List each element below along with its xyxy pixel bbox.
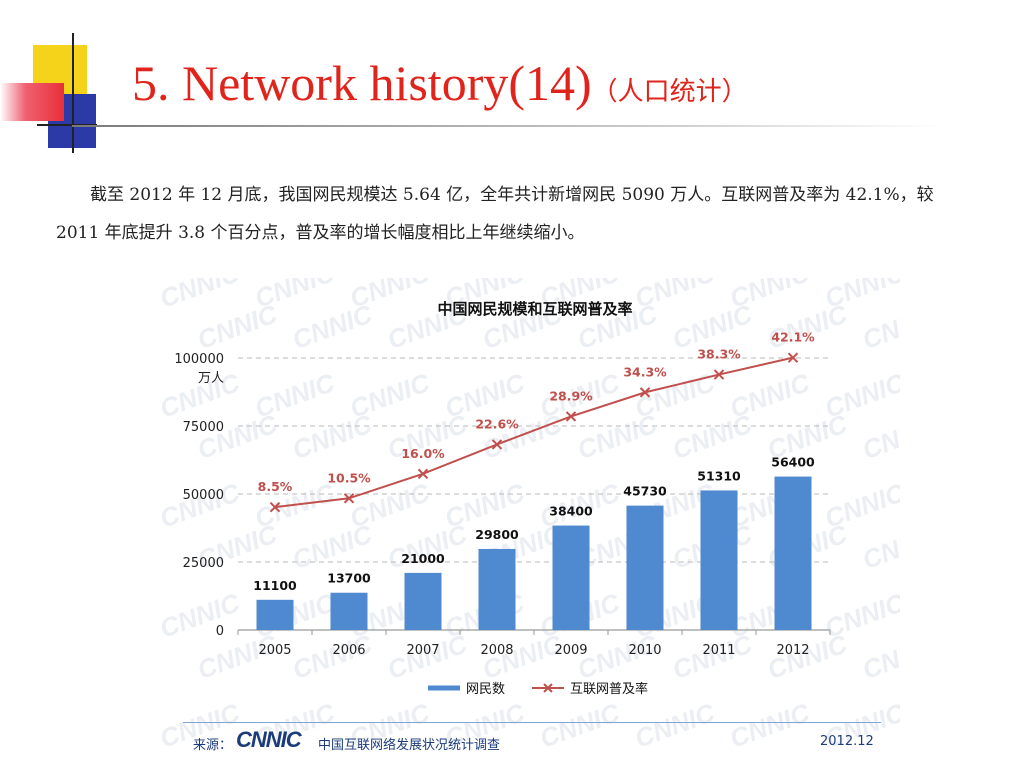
line-value-label: 8.5%: [258, 479, 293, 494]
watermark-text: CNNIC: [573, 408, 662, 465]
y-axis-label: 万人: [198, 371, 224, 386]
watermark-text: CNNIC: [631, 697, 720, 754]
watermark-text: CNNIC: [858, 628, 900, 685]
watermark-text: CNNIC: [160, 587, 245, 644]
x-tick-label: 2012: [776, 643, 809, 658]
watermark-text: CNNIC: [160, 477, 245, 534]
x-tick-label: 2005: [258, 643, 291, 658]
bar: [552, 525, 590, 630]
legend-marker-line: [543, 683, 553, 693]
x-tick-label: 2010: [628, 643, 661, 658]
bar-value-label: 11100: [253, 578, 297, 593]
watermark-text: CNNIC: [193, 298, 282, 355]
bar-value-label: 13700: [327, 571, 371, 586]
slide-title-sub: （人口统计）: [591, 77, 748, 107]
bar: [700, 490, 738, 630]
line-point-marker: [639, 387, 651, 398]
cnnic-logo: CNNIC: [236, 727, 302, 752]
line-value-label: 22.6%: [475, 416, 519, 431]
line-value-label: 16.0%: [401, 446, 445, 461]
line-point-marker: [417, 468, 429, 480]
netizen-chart: CNNIC CNNIC CNNIC CNNIC CNNIC CNNIC CNNIC CNNIC…: [160, 278, 900, 754]
bar: [626, 505, 664, 630]
source-org: 中国互联网络发展状况统计调查: [318, 738, 501, 753]
x-tick-label: 2007: [406, 643, 439, 658]
line-value-label: 28.9%: [549, 388, 593, 403]
x-tick-label: 2009: [554, 643, 587, 658]
watermark-text: CNNIC: [288, 408, 377, 465]
watermark-text: CNNIC: [383, 518, 472, 575]
bar-value-label: 45730: [623, 484, 667, 499]
watermark-text: CNNIC: [726, 697, 815, 754]
line-point-marker: [787, 352, 799, 363]
y-tick-label: 75000: [183, 420, 224, 435]
line-point-marker: [269, 501, 281, 513]
bar-value-label: 51310: [697, 468, 741, 483]
bar: [404, 572, 442, 630]
chart-title: 中国网民规模和互联网普及率: [437, 300, 632, 318]
bar-value-label: 21000: [401, 551, 445, 566]
corner-vertical-line: [72, 33, 74, 153]
bar: [478, 548, 516, 630]
slide-title: 5. Network history(14)（人口统计）: [132, 54, 748, 124]
slide-title-main: 5. Network history(14): [132, 55, 592, 111]
penetration-line: [274, 356, 794, 509]
corner-red-bar: [0, 83, 64, 121]
line-point-marker: [491, 439, 503, 450]
watermark-text: CNNIC: [858, 298, 900, 355]
watermark-text: CNNIC: [763, 298, 852, 355]
chart-container: CNNIC CNNIC CNNIC CNNIC CNNIC CNNIC CNNIC CNNIC…: [160, 278, 900, 766]
watermark-text: CNNIC: [536, 697, 625, 754]
watermark-text: CNNIC: [288, 518, 377, 575]
source-divider: [183, 722, 881, 723]
watermark-text: CNNIC: [668, 408, 757, 465]
watermark-text: CNNIC: [160, 278, 245, 314]
watermark-text: CNNIC: [858, 518, 900, 575]
bar-value-label: 56400: [771, 455, 815, 470]
line-point-marker: [343, 493, 355, 504]
bar-value-label: 29800: [475, 527, 519, 542]
watermark-text: CNNIC: [858, 408, 900, 465]
bar-value-label: 38400: [549, 504, 593, 519]
y-tick-label: 0: [216, 624, 224, 639]
line-point-marker: [565, 411, 577, 422]
source-label: 来源：: [193, 738, 233, 753]
bar: [774, 476, 812, 630]
y-tick-label: 100000: [174, 352, 224, 367]
y-tick-label: 25000: [183, 556, 224, 571]
corner-horizontal-line: [37, 124, 97, 126]
bar: [330, 592, 368, 630]
x-tick-label: 2008: [480, 643, 513, 658]
line-point-marker: [713, 369, 725, 380]
watermark-text: CNNIC: [193, 408, 282, 465]
summary-paragraph: 截至 2012 年 12 月底，我国网民规模达 5.64 亿，全年共计新增网民 …: [56, 176, 961, 252]
bar: [256, 599, 294, 630]
line-value-label: 10.5%: [327, 470, 371, 485]
line-value-label: 34.3%: [623, 364, 667, 379]
x-tick-label: 2006: [332, 643, 365, 658]
x-tick-label: 2011: [702, 643, 735, 658]
watermark-text: CNNIC: [288, 298, 377, 355]
source-date: 2012.12: [820, 734, 874, 749]
legend-label-line: 互联网普及率: [570, 681, 648, 697]
title-underline: [72, 125, 942, 127]
legend-label-bar: 网民数: [466, 682, 505, 697]
line-value-label: 42.1%: [771, 330, 815, 345]
line-value-label: 38.3%: [697, 347, 741, 362]
y-tick-label: 50000: [183, 488, 224, 503]
summary-text: 截至 2012 年 12 月底，我国网民规模达 5.64 亿，全年共计新增网民 …: [56, 185, 934, 243]
